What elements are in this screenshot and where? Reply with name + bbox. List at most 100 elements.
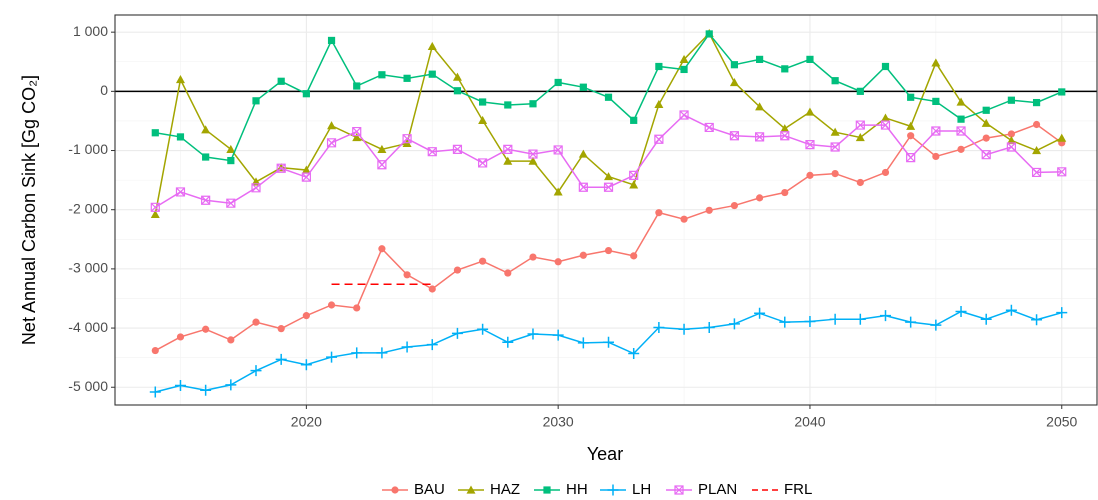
point <box>426 339 438 351</box>
point <box>252 318 260 326</box>
y-tick-label: -1 000 <box>68 141 108 157</box>
point <box>907 132 915 140</box>
point <box>654 99 664 108</box>
point <box>402 134 412 144</box>
legend-label: HH <box>566 481 588 498</box>
point <box>729 77 739 87</box>
point <box>653 321 665 333</box>
point <box>554 258 562 266</box>
point <box>527 328 539 340</box>
point <box>630 116 638 124</box>
point <box>754 132 765 142</box>
point <box>654 134 664 144</box>
point <box>352 126 362 137</box>
point <box>831 77 839 85</box>
point <box>377 160 387 170</box>
point <box>603 182 614 192</box>
point <box>755 55 764 63</box>
point <box>250 365 262 377</box>
point <box>604 172 614 181</box>
point <box>1007 130 1015 138</box>
point <box>931 58 941 67</box>
y-tick-label: -4 000 <box>68 319 108 335</box>
y-tick-label: 1 000 <box>73 23 108 39</box>
point <box>881 168 890 177</box>
point <box>277 77 285 85</box>
point <box>704 122 714 133</box>
point <box>226 144 236 153</box>
point <box>880 113 890 122</box>
point <box>629 170 639 180</box>
point <box>577 337 589 349</box>
point <box>353 82 361 90</box>
point <box>830 127 840 136</box>
point <box>326 351 338 363</box>
legend-label: BAU <box>414 481 445 498</box>
point <box>226 198 236 208</box>
point <box>1031 167 1042 178</box>
point <box>957 145 965 153</box>
point <box>301 165 311 174</box>
point <box>906 153 916 163</box>
point <box>680 65 688 74</box>
point <box>579 251 587 259</box>
point <box>1007 96 1015 104</box>
point <box>479 98 487 106</box>
point <box>628 348 640 360</box>
point <box>856 87 864 95</box>
point <box>728 318 740 330</box>
y-tick-label: -5 000 <box>68 378 108 394</box>
point <box>200 384 212 396</box>
point <box>981 150 991 160</box>
point <box>932 152 940 161</box>
legend-label: HAZ <box>490 481 520 498</box>
point <box>578 149 588 158</box>
point <box>604 246 613 255</box>
point <box>779 316 791 328</box>
point <box>729 131 740 141</box>
point <box>603 336 615 348</box>
point <box>401 341 413 353</box>
point <box>427 41 437 50</box>
point <box>805 107 815 116</box>
point <box>553 187 563 196</box>
point <box>982 106 990 114</box>
point <box>806 171 814 179</box>
point <box>175 75 185 84</box>
point <box>251 183 261 193</box>
point <box>956 97 966 106</box>
point <box>327 36 336 45</box>
point <box>679 110 689 120</box>
point <box>754 307 766 319</box>
point <box>829 313 841 325</box>
point <box>275 353 287 365</box>
point <box>428 285 436 293</box>
point <box>879 310 891 322</box>
point <box>679 54 689 63</box>
x-axis-title: Year <box>587 444 623 464</box>
point <box>327 301 336 309</box>
point <box>174 379 186 391</box>
point <box>149 386 161 398</box>
x-tick-label: 2020 <box>291 414 322 430</box>
point <box>150 202 160 212</box>
point <box>428 70 436 78</box>
point <box>680 215 688 223</box>
point <box>201 125 211 134</box>
point <box>276 163 286 173</box>
point <box>528 149 538 159</box>
point <box>630 252 638 260</box>
point <box>780 124 790 133</box>
point <box>980 313 992 325</box>
point <box>378 245 386 253</box>
point <box>453 87 462 95</box>
point <box>604 93 613 101</box>
point <box>403 271 411 279</box>
point <box>1057 133 1067 142</box>
point <box>378 71 386 79</box>
point <box>855 120 865 130</box>
point <box>905 316 917 328</box>
point <box>1058 88 1066 96</box>
point <box>1056 307 1068 319</box>
